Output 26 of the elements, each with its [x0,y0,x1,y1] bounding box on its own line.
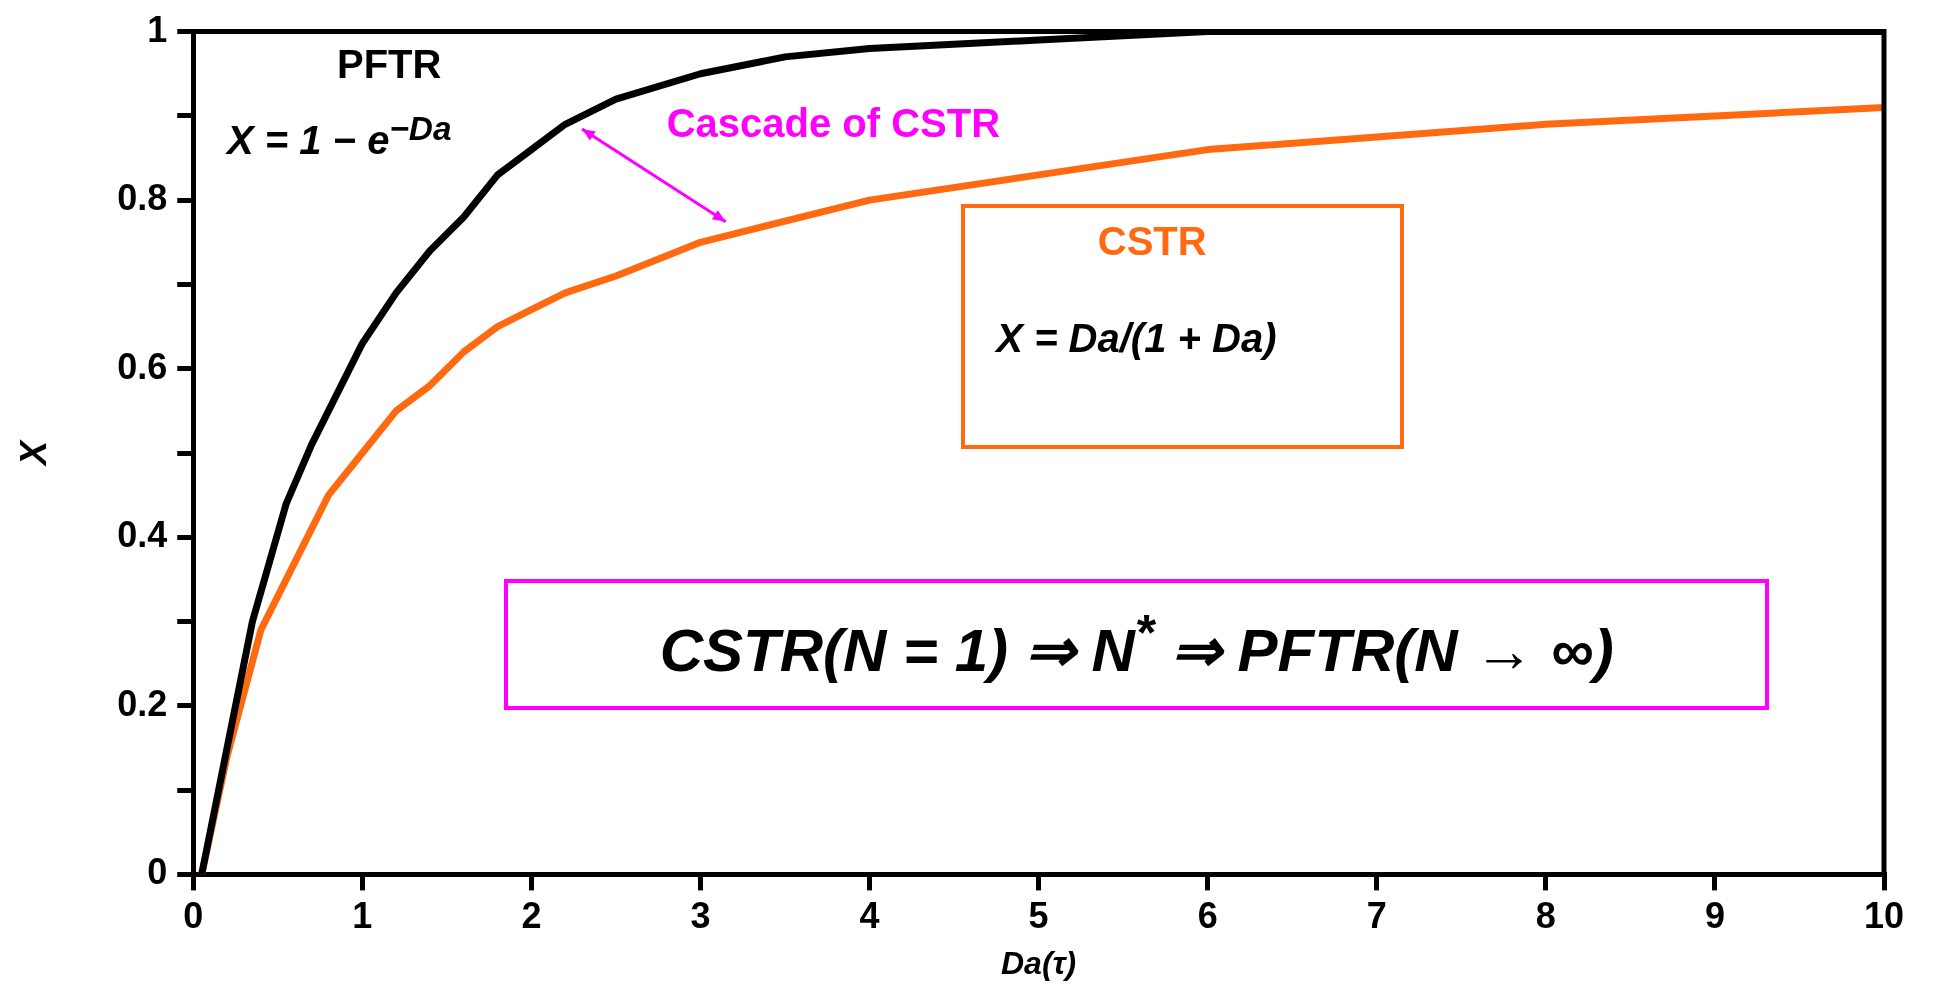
x-tick-label: 0 [183,894,204,936]
y-tick-label: 0.8 [117,177,168,219]
y-tick-label: 0.2 [117,682,168,724]
annotation: CSTR(N = 1) ⇒ N$^{*}$ ⇒ PFTR(N → ∞) [659,605,1614,685]
x-tick-label: 3 [690,894,711,936]
y-tick-label: 0.4 [117,514,168,556]
x-axis-title: Da(τ) [1000,944,1077,981]
y-tick-label: 0.6 [117,345,168,387]
x-tick-label: 9 [1704,894,1725,936]
text: PFTR [336,42,442,87]
y-axis-title: X [12,439,54,468]
x-tick-label: 2 [521,894,542,936]
x-tick-label: 8 [1535,894,1556,936]
x-tick-label: 1 [352,894,373,936]
annotation: Cascade of CSTR [666,101,1001,146]
y-tick-label: 1 [147,8,168,50]
x-tick-label: 4 [859,894,880,936]
x-tick-label: 7 [1366,894,1387,936]
x-tick-label: 6 [1197,894,1218,936]
x-tick-label: 10 [1863,894,1905,936]
x-tick-label: 5 [1028,894,1049,936]
formula-frame: CSTR(N = 1) ⇒ N$^{*}$ ⇒ PFTR(N → ∞) [504,579,1769,711]
annotation: X = Da/(1 + Da) [996,316,1277,361]
annotation: X = 1 − e$^{−Da}$ [227,109,452,162]
y-tick-label: 0 [147,851,168,893]
series-label: CSTR [1097,219,1207,264]
